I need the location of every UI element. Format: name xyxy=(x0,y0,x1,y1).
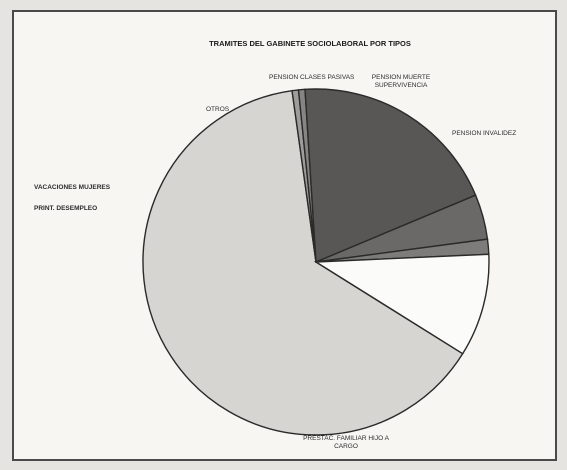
pie-slices xyxy=(142,88,490,436)
pie-slice-otros xyxy=(304,88,477,264)
chart-title: TRAMITES DEL GABINETE SOCIOLABORAL POR T… xyxy=(209,39,411,48)
slice-label-otros: OTROS xyxy=(206,106,230,113)
pie-slice-prestac-familiar-hijo-a-cargo xyxy=(142,89,464,436)
pie-labels: PRESTAC. FAMILIAR HIJO A CARGO PRINT. DESE… xyxy=(34,74,516,450)
slice-label-print-desempleo: PRINT. DESEMPLEO xyxy=(34,205,97,212)
slice-label-pension-invalidez: PENSION INVALIDEZ xyxy=(452,130,516,137)
pie-chart: TRAMITES DEL GABINETE SOCIOLABORAL POR T… xyxy=(34,39,516,450)
slice-label-pension-clases-pasivas: PENSION CLASES PASIVAS xyxy=(269,74,355,81)
chart-frame: TRAMITES DEL GABINETE SOCIOLABORAL POR T… xyxy=(12,10,557,461)
pie-slice-pension-invalidez xyxy=(313,253,490,355)
slice-label-vacaciones-mujeres: VACACIONES MUJERES xyxy=(34,184,111,191)
slice-label-pension-muerte-supervivencia: PENSION MUERTE SUPERVIVENCIA xyxy=(372,74,431,89)
slice-label-prestac-familiar-hijo-a-cargo: PRESTAC. FAMILIAR HIJO A CARGO xyxy=(303,435,390,450)
